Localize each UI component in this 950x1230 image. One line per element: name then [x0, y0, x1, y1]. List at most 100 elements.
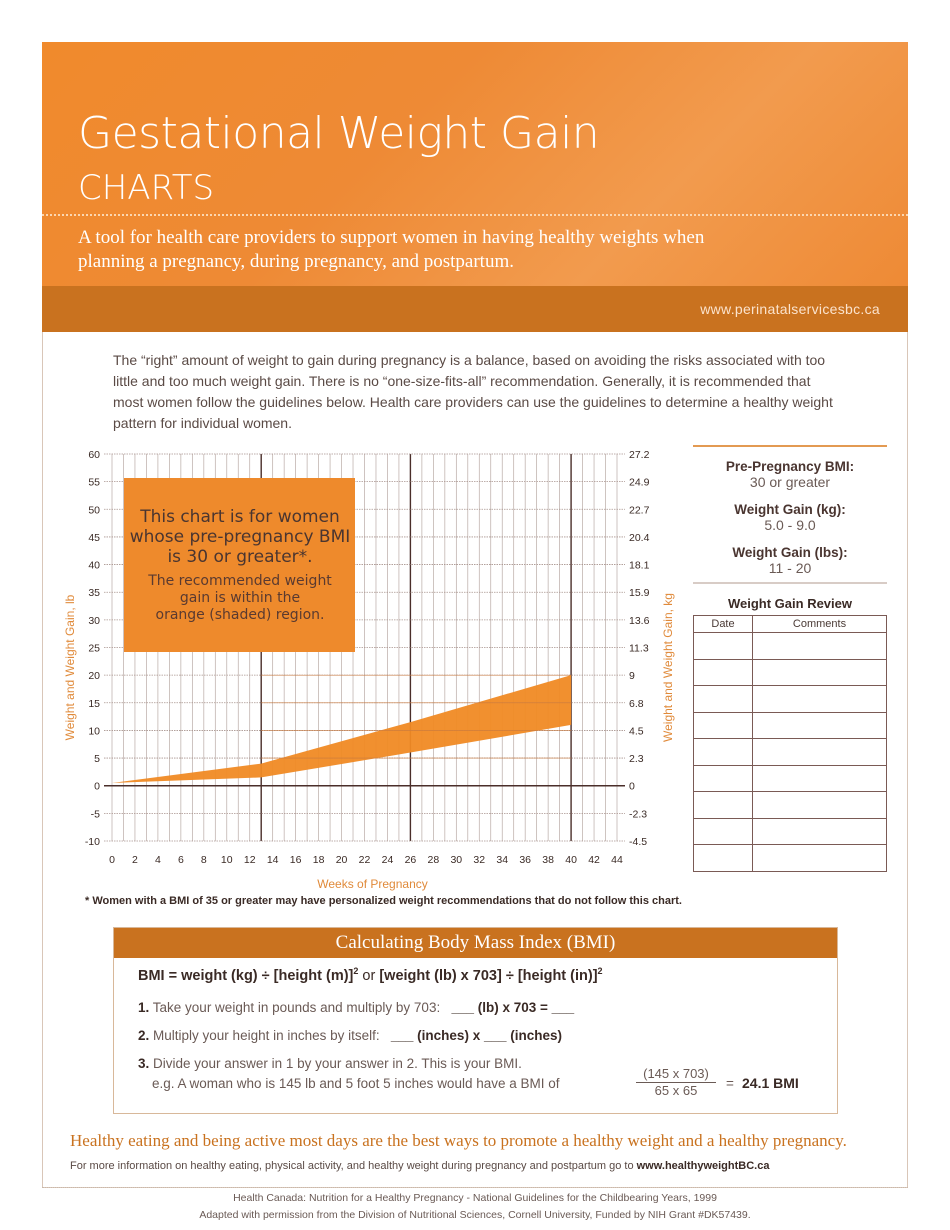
tagline: A tool for health care providers to supp…	[78, 227, 705, 272]
step-fill: ___ (inches) x ___ (inches)	[390, 1028, 562, 1043]
bmi-result: 24.1 BMI	[742, 1075, 799, 1091]
bmi-label: Pre-Pregnancy BMI:	[725, 459, 855, 474]
bmi-value: 30 or greater	[749, 474, 831, 490]
footer-tagline: Healthy eating and being active most day…	[70, 1131, 847, 1150]
step-1: 1. Take your weight in pounds and multip…	[138, 1000, 574, 1015]
step-number: 3.	[138, 1056, 150, 1071]
y2-tick-label: 13.6	[629, 615, 650, 627]
date-cell[interactable]	[693, 711, 753, 739]
date-cell[interactable]	[693, 764, 753, 792]
review-table: Date Comments	[693, 615, 887, 872]
annotation-body: The recommended weight gain is within the…	[147, 573, 332, 623]
y-tick-label: 55	[88, 477, 100, 489]
header-banner	[42, 42, 908, 286]
x-tick-label: 6	[178, 854, 184, 866]
bmi-section: Calculating Body Mass Index (BMI) BMI = …	[113, 927, 838, 1114]
annotation-box	[124, 478, 355, 652]
y2-tick-label: -4.5	[629, 836, 647, 848]
date-cell[interactable]	[693, 738, 753, 766]
y-tick-label: 45	[88, 532, 100, 544]
x-tick-label: 26	[405, 854, 417, 866]
formula-imperial: [weight (lb) x 703] ÷ [height (in)]	[379, 967, 598, 984]
y-tick-label: 25	[88, 643, 100, 655]
x-tick-label: 20	[336, 854, 348, 866]
step-text: Take your weight in pounds and multiply …	[152, 1000, 441, 1015]
healthyweight-link[interactable]: www.healthyweightBC.ca	[636, 1160, 770, 1172]
y2-tick-label: 22.7	[629, 504, 650, 516]
x-tick-label: 8	[201, 854, 207, 866]
review-title: Weight Gain Review	[727, 596, 852, 611]
review-row	[693, 711, 887, 739]
comments-cell[interactable]	[752, 791, 887, 819]
y-tick-label: 50	[88, 504, 100, 516]
url-bar: www.perinatalservicesbc.ca	[42, 286, 908, 332]
y-tick-label: 10	[88, 725, 100, 737]
review-row	[693, 764, 887, 792]
step-fill: ___ (lb) x 703 = ___	[451, 1000, 575, 1015]
x-axis-label: Weeks of Pregnancy	[317, 877, 428, 891]
x-tick-label: 32	[473, 854, 485, 866]
divider	[693, 582, 887, 584]
citation-2: Adapted with permission from the Divisio…	[199, 1209, 751, 1221]
x-tick-label: 4	[155, 854, 161, 866]
x-tick-label: 28	[428, 854, 440, 866]
comments-cell[interactable]	[752, 764, 887, 792]
review-row	[693, 658, 887, 686]
comments-cell[interactable]	[752, 817, 887, 845]
y2-tick-label: 24.9	[629, 477, 650, 489]
comments-cell[interactable]	[752, 738, 887, 766]
comments-cell[interactable]	[752, 632, 887, 660]
footer-divider	[42, 1187, 908, 1188]
x-tick-label: 14	[267, 854, 279, 866]
date-cell[interactable]	[693, 685, 753, 713]
squared: 2	[597, 966, 603, 976]
annotation-title: This chart is for women whose pre-pregnan…	[130, 507, 351, 567]
page-subtitle: CHARTS	[78, 168, 215, 208]
date-cell[interactable]	[693, 844, 753, 872]
comments-cell[interactable]	[752, 658, 887, 686]
numerator: (145 x 703)	[636, 1066, 716, 1083]
website-link[interactable]: www.perinatalservicesbc.ca	[700, 301, 880, 317]
x-tick-label: 30	[450, 854, 462, 866]
bmi-formula: BMI = weight (kg) ÷ [height (m)]2 or [we…	[138, 966, 603, 984]
x-tick-label: 34	[496, 854, 508, 866]
x-tick-label: 16	[290, 854, 302, 866]
kg-label: Weight Gain (kg):	[734, 502, 846, 517]
x-tick-label: 36	[519, 854, 531, 866]
recommended-gain-band	[112, 675, 572, 783]
comments-cell[interactable]	[752, 844, 887, 872]
y2-tick-label: 11.3	[629, 643, 649, 655]
y-axis-label: Weight and Weight Gain, lb	[63, 594, 77, 740]
lbs-value: 11 - 20	[768, 560, 812, 576]
step-text: Divide your answer in 1 by your answer i…	[153, 1056, 522, 1071]
y-tick-label: 40	[88, 560, 100, 572]
more-info: For more information on healthy eating, …	[70, 1160, 769, 1172]
comments-cell[interactable]	[752, 711, 887, 739]
y2-tick-label: 4.5	[629, 725, 644, 737]
more-info-text: For more information on healthy eating, …	[70, 1160, 637, 1172]
y2-tick-label: 2.3	[629, 753, 644, 765]
y-tick-label: 0	[94, 781, 100, 793]
step-number: 2.	[138, 1028, 150, 1043]
lbs-label: Weight Gain (lbs):	[732, 545, 848, 560]
example-text: e.g. A woman who is 145 lb and 5 foot 5 …	[152, 1076, 560, 1091]
date-cell[interactable]	[693, 817, 753, 845]
y2-tick-label: -2.3	[629, 808, 647, 820]
review-row	[693, 844, 887, 872]
x-tick-label: 38	[542, 854, 554, 866]
date-cell[interactable]	[693, 791, 753, 819]
review-row	[693, 738, 887, 766]
x-tick-label: 42	[588, 854, 600, 866]
y-tick-label: 60	[88, 449, 100, 461]
date-cell[interactable]	[693, 632, 753, 660]
col-date: Date	[693, 615, 753, 633]
x-tick-label: 44	[611, 854, 623, 866]
dotted-divider	[42, 214, 908, 216]
x-tick-label: 18	[313, 854, 325, 866]
intro-text: The “right” amount of weight to gain dur…	[113, 352, 833, 431]
comments-cell[interactable]	[752, 685, 887, 713]
review-row	[693, 685, 887, 713]
y2-tick-label: 6.8	[629, 698, 644, 710]
date-cell[interactable]	[693, 658, 753, 686]
example-fraction: (145 x 703) 65 x 65	[636, 1066, 716, 1098]
